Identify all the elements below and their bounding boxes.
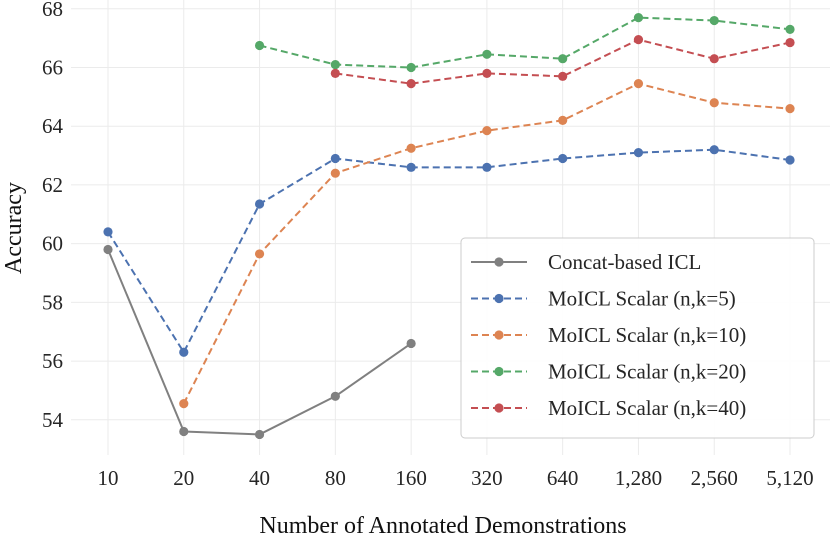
data-point <box>633 148 644 158</box>
y-tick-label: 66 <box>42 56 63 80</box>
data-point <box>785 104 795 114</box>
x-tick-label: 10 <box>98 466 119 490</box>
x-axis-title: Number of Annotated Demonstrations <box>259 513 626 539</box>
data-point <box>406 62 416 73</box>
data-point <box>406 79 416 89</box>
legend-label: Concat-based ICL <box>548 250 701 274</box>
series-line-4 <box>259 16 791 69</box>
data-point <box>709 15 719 26</box>
data-point <box>103 227 113 237</box>
data-point <box>179 347 189 357</box>
legend-label: MoICL Scalar (n,k=40) <box>548 396 746 420</box>
data-point <box>330 68 340 78</box>
y-axis-title: Accuracy <box>1 182 27 274</box>
data-point <box>633 79 644 89</box>
data-point <box>406 338 416 349</box>
data-point <box>406 162 416 172</box>
data-point <box>254 40 265 51</box>
legend-swatch-marker <box>494 257 504 267</box>
legend-swatch-marker <box>494 330 504 340</box>
x-tick-label: 160 <box>395 466 427 490</box>
series-line-2 <box>107 148 791 354</box>
data-point <box>482 162 492 172</box>
legend-swatch-marker <box>494 293 504 304</box>
data-point <box>254 199 265 209</box>
x-tick-label: 5,120 <box>766 466 813 490</box>
data-point <box>558 71 568 81</box>
series-line-3 <box>182 82 791 405</box>
x-tick-label: 320 <box>471 466 503 490</box>
data-point <box>633 35 644 45</box>
data-point <box>482 49 492 59</box>
data-point <box>785 37 795 48</box>
x-tick-label: 2,560 <box>691 466 738 490</box>
y-tick-label: 56 <box>42 349 63 373</box>
data-point <box>633 13 644 23</box>
y-tick-label: 58 <box>42 290 63 314</box>
legend-label: MoICL Scalar (n,k=5) <box>548 287 736 311</box>
y-tick-label: 54 <box>42 408 64 432</box>
legend-label: MoICL Scalar (n,k=20) <box>548 360 746 384</box>
data-point <box>558 54 568 64</box>
data-point <box>254 429 265 440</box>
data-point <box>785 155 795 165</box>
grid-lines <box>71 0 830 455</box>
x-tick-label: 640 <box>547 466 579 490</box>
y-tick-label: 64 <box>42 114 64 138</box>
legend: Concat-based ICL MoICL Scalar (n,k=5) MoIC… <box>460 237 815 439</box>
data-point <box>785 24 795 34</box>
data-point <box>179 399 189 409</box>
data-point <box>103 244 113 255</box>
data-point <box>709 54 719 64</box>
legend-swatch-marker <box>494 366 504 377</box>
x-tick-label: 80 <box>325 466 346 490</box>
data-point <box>482 126 492 136</box>
data-point <box>482 68 492 78</box>
data-point <box>330 153 340 164</box>
x-axis-ticks: 10 20 40 80 160 320 640 1,280 2,560 5,120 <box>98 466 814 490</box>
y-tick-label: 62 <box>42 173 63 197</box>
data-point <box>254 249 265 259</box>
data-point <box>179 426 189 437</box>
data-point <box>330 391 340 401</box>
x-tick-label: 1,280 <box>615 466 662 490</box>
data-point <box>709 98 719 108</box>
data-point <box>330 168 340 178</box>
data-point <box>330 59 340 70</box>
legend-swatch-marker <box>494 403 504 413</box>
legend-label: MoICL Scalar (n,k=10) <box>548 323 746 347</box>
data-point <box>406 143 416 153</box>
x-tick-label: 40 <box>249 466 270 490</box>
series-group <box>103 13 795 440</box>
y-axis-ticks: 54 56 58 60 62 64 66 68 <box>42 0 64 432</box>
y-tick-label: 68 <box>42 0 63 21</box>
x-tick-label: 20 <box>173 466 194 490</box>
y-tick-label: 60 <box>42 232 63 256</box>
legend-box <box>460 237 815 439</box>
data-point <box>558 153 568 164</box>
data-point <box>558 115 568 125</box>
data-point <box>709 145 719 155</box>
